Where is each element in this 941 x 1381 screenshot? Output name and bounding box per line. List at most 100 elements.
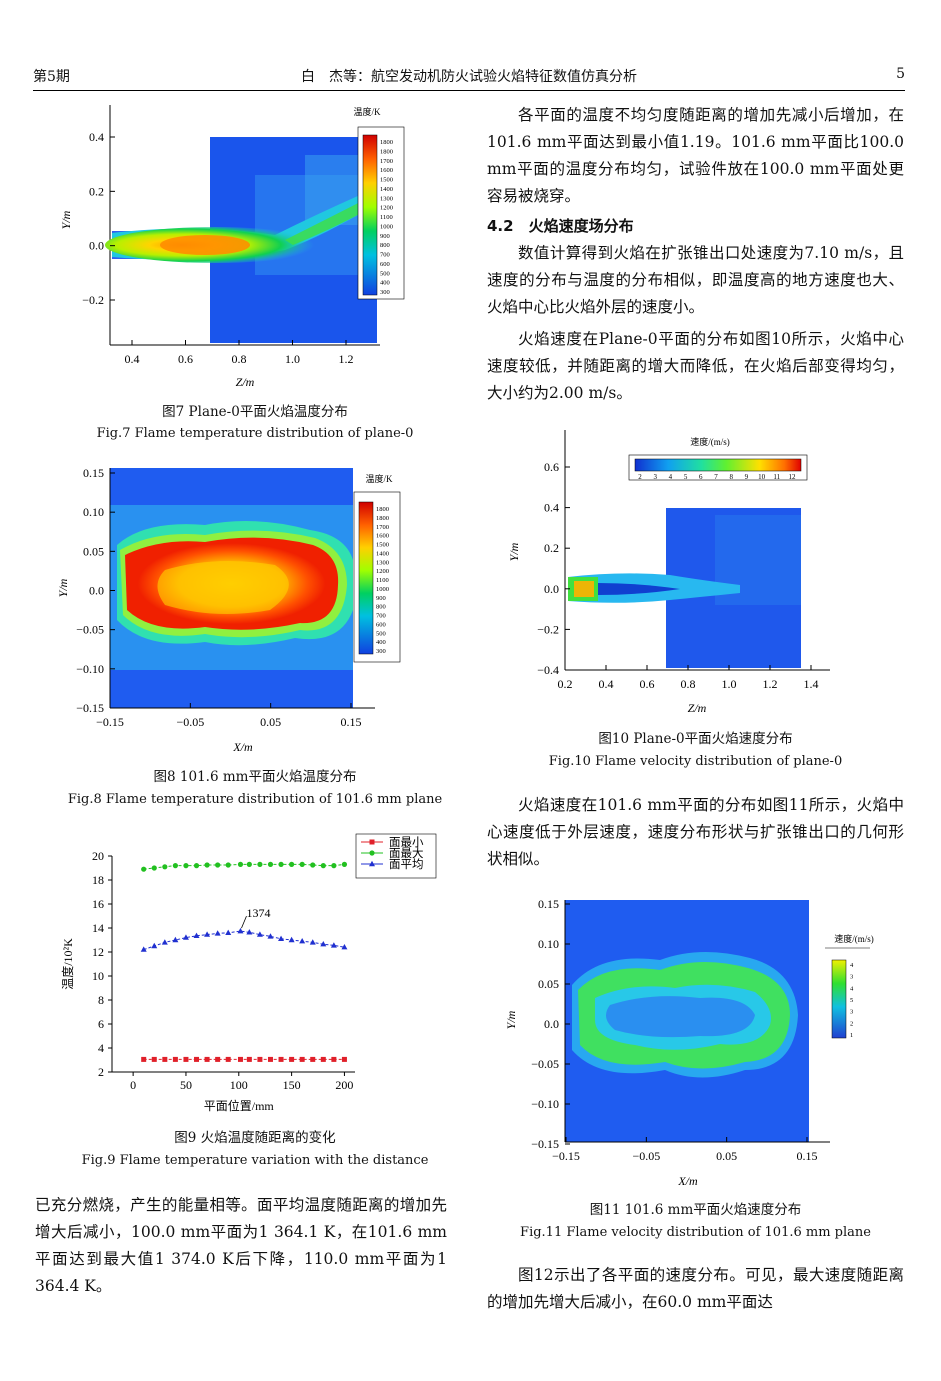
fig10-x-tick-label: 0.8 xyxy=(681,677,696,691)
fig10-legend-label: 12 xyxy=(789,473,797,481)
fig9-y-tick-label: 8 xyxy=(98,993,104,1007)
fig10-x-tick-label: 1.2 xyxy=(763,677,778,691)
fig9-point-max xyxy=(341,861,348,867)
fig7-legend-label: 800 xyxy=(380,242,390,249)
fig7-legend-title: 温度/K xyxy=(353,106,381,117)
fig7-y-tick-label: −0.2 xyxy=(82,293,104,307)
fig10-legend-label: 7 xyxy=(714,473,718,481)
fig9-point-avg xyxy=(288,936,295,943)
fig10-velocity-plot: 速度/(m/s) 2 3 4 5 6 7 8 9 10 11 12 0.6 0.4 0.2 0.0 −0.2… xyxy=(507,430,830,715)
fig10-legend-label: 8 xyxy=(729,473,733,481)
fig9-peak-annotation: 1374 xyxy=(246,906,270,920)
fig9-point-max xyxy=(151,865,157,871)
fig7-legend-label: 600 xyxy=(380,261,390,268)
fig7-x-tick-label: 0.8 xyxy=(232,352,247,366)
fig8-x-axis-label: X/m xyxy=(232,740,253,754)
fig11-legend-title: 速度/(m/s) xyxy=(834,933,874,944)
fig8-x-tick-label: −0.15 xyxy=(96,715,124,729)
fig9-y-tick-label: 4 xyxy=(98,1041,104,1055)
fig8-legend-title: 温度/K xyxy=(365,473,393,484)
fig9-annotation-leader xyxy=(241,915,247,929)
fig8-legend-label: 1000 xyxy=(376,586,389,593)
fig9-y-tick-label: 6 xyxy=(98,1017,104,1031)
fig10-y-tick-label: 0.2 xyxy=(544,541,559,555)
fig8-x-tick-label: 0.05 xyxy=(260,715,281,729)
fig10-legend-label: 6 xyxy=(699,473,703,481)
fig10-legend-label: 5 xyxy=(684,473,688,481)
fig8-legend-label: 500 xyxy=(376,630,386,637)
fig9-y-tick-label: 2 xyxy=(98,1065,104,1079)
left-paragraph-1: 已充分燃烧，产生的能量相等。面平均温度随距离的增加先增大后减小，100.0 mm… xyxy=(35,1196,447,1295)
fig11-y-tick-label: −0.05 xyxy=(531,1057,559,1071)
fig8-y-axis-label: Y/m xyxy=(56,578,70,597)
fig9-point-min xyxy=(237,1056,243,1062)
fig10-legend-label: 4 xyxy=(669,473,673,481)
fig11-caption-cn: 图11 101.6 mm平面火焰速度分布 xyxy=(589,1202,802,1218)
fig9-series xyxy=(140,861,348,1062)
fig7-legend-label: 400 xyxy=(380,280,390,287)
fig8-legend-label: 700 xyxy=(376,613,386,620)
fig9-point-avg xyxy=(204,931,211,937)
fig9-point-min xyxy=(151,1056,157,1062)
fig9-point-max xyxy=(215,862,221,868)
fig11-caption-en: Fig.11 Flame velocity distribution of 10… xyxy=(520,1225,871,1240)
fig8-legend-label: 900 xyxy=(376,595,386,602)
fig9-point-min xyxy=(267,1056,273,1062)
fig11-y-tick-label: 0.05 xyxy=(538,977,559,991)
fig11-legend-label: 4 xyxy=(850,962,854,969)
fig11-y-tick-labels: 0.15 0.10 0.05 0.0 −0.05 −0.10 −0.15 xyxy=(531,897,570,1151)
paper-title-header: 白 杰等：航空发动机防火试验火焰特征数值仿真分析 xyxy=(301,69,637,85)
fig10-legend-label: 2 xyxy=(638,473,642,481)
fig11-x-tick-label: −0.05 xyxy=(632,1149,660,1163)
fig7-legend-label: 1800 xyxy=(380,148,393,155)
fig9-point-min xyxy=(225,1056,231,1062)
fig8-y-tick-label: 0.15 xyxy=(83,466,104,480)
fig10-y-tick-labels: 0.6 0.4 0.2 0.0 −0.2 −0.4 xyxy=(537,460,570,677)
fig10-x-tick-label: 0.2 xyxy=(558,677,573,691)
fig9-point-avg xyxy=(246,929,253,935)
right-paragraph-4: 火焰速度在101.6 mm平面的分布如图11所示，火焰中心速度低于外层速度，速度… xyxy=(487,796,904,868)
fig9-point-avg xyxy=(309,939,316,945)
fig11-x-tick-labels: −0.15 −0.05 0.05 0.15 xyxy=(552,1137,818,1163)
fig7-y-tick-label: 0.4 xyxy=(89,130,104,144)
fig9-point-avg xyxy=(330,942,337,948)
fig11-y-tick-label: 0.0 xyxy=(544,1017,559,1031)
fig9-point-avg xyxy=(267,933,274,939)
fig9-x-axis-label: 平面位置/mm xyxy=(204,1098,275,1113)
fig7-y-axis-label: Y/m xyxy=(59,210,73,229)
fig10-caption-cn: 图10 Plane-0平面火焰速度分布 xyxy=(598,731,793,747)
fig8-x-tick-labels: −0.15 −0.05 0.05 0.15 xyxy=(96,703,362,729)
right-paragraph-5: 图12示出了各平面的速度分布。可见，最大速度随距离的增加先增大后减小，在60.0… xyxy=(487,1266,904,1311)
fig9-x-tick-label: 50 xyxy=(180,1078,192,1092)
fig7-legend-label: 1600 xyxy=(380,167,393,174)
fig9-legend-label: 面平均 xyxy=(389,858,424,871)
fig11-legend-label: 5 xyxy=(850,997,853,1004)
fig11-y-tick-label: 0.10 xyxy=(538,937,559,951)
fig7-x-tick-label: 0.6 xyxy=(178,352,193,366)
fig9-point-avg xyxy=(278,935,285,941)
fig8-legend-label: 1400 xyxy=(376,550,389,557)
fig9-point-max xyxy=(204,862,210,868)
fig9-point-avg xyxy=(182,934,189,940)
fig8-legend-label: 400 xyxy=(376,639,386,646)
fig8-y-tick-label: −0.05 xyxy=(76,623,104,637)
right-paragraph-2: 数值计算得到火焰在扩张锥出口处速度为7.10 m/s，且速度的分布与温度的分布相… xyxy=(487,244,904,316)
fig9-point-min xyxy=(331,1056,337,1062)
fig9-x-tick-label: 150 xyxy=(283,1078,301,1092)
fig9-x-tick-label: 100 xyxy=(230,1078,248,1092)
fig7-legend-label: 1400 xyxy=(380,186,393,193)
fig7-x-tick-labels: 0.4 0.6 0.8 1.0 1.2 xyxy=(125,340,354,366)
fig9-point-avg xyxy=(193,932,200,938)
fig9-legend-box xyxy=(355,833,437,879)
fig7-legend-label: 900 xyxy=(380,233,390,240)
fig7-legend-ticks: 1800 1800 1700 1600 1500 1400 1300 1200 1100 1000… xyxy=(380,139,393,296)
fig7-legend-label: 1800 xyxy=(380,139,393,146)
fig9-point-max xyxy=(278,861,284,867)
fig10-y-tick-label: 0.0 xyxy=(544,582,559,596)
fig7-legend-label: 700 xyxy=(380,252,390,259)
fig9-point-min xyxy=(141,1056,147,1062)
fig9-point-min xyxy=(257,1056,263,1062)
fig8-legend-label: 1500 xyxy=(376,542,389,549)
fig9-point-avg xyxy=(161,939,168,945)
